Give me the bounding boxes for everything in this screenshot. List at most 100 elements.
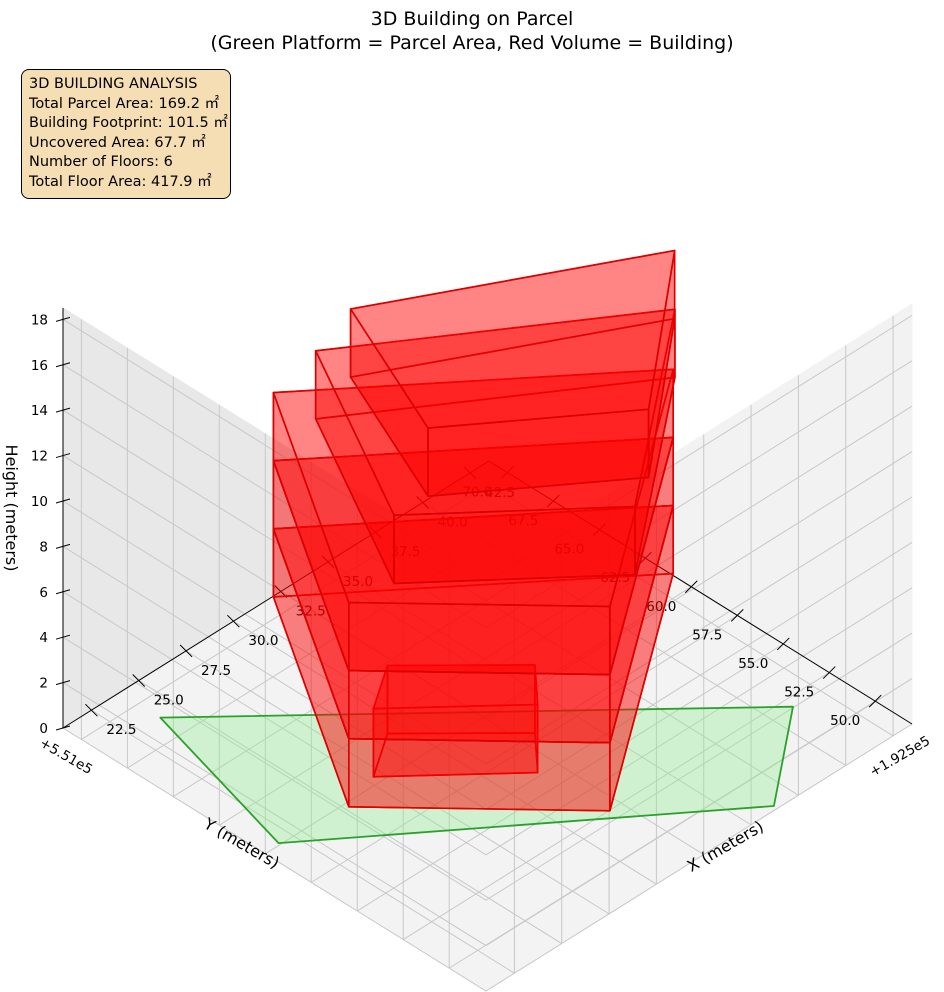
floor-top-face bbox=[272, 368, 675, 608]
x-tick bbox=[132, 674, 146, 687]
y-tick bbox=[638, 551, 652, 565]
floor-1 bbox=[372, 664, 539, 778]
info-line-parcel-area: Total Parcel Area: 169.2 ㎡ bbox=[29, 95, 220, 112]
grid-line-y bbox=[311, 614, 738, 883]
y-tick bbox=[592, 523, 606, 536]
x-axis-line bbox=[62, 460, 490, 729]
floor-6 bbox=[349, 249, 676, 498]
z-tick-label: 14 bbox=[31, 403, 48, 419]
z-tick bbox=[55, 634, 71, 640]
grid-line-z bbox=[62, 314, 913, 583]
z-axis-label: Height (meters) bbox=[2, 445, 21, 572]
grid-line-x bbox=[375, 531, 799, 796]
x-tick bbox=[416, 496, 430, 509]
x-tick bbox=[227, 614, 240, 628]
grid-line-y bbox=[173, 529, 600, 798]
floor-top-face bbox=[314, 308, 676, 517]
y-tick-label: 50.0 bbox=[830, 713, 860, 729]
x-tick bbox=[463, 466, 477, 480]
building-volume bbox=[272, 249, 676, 812]
info-line-footprint: Building Footprint: 101.5 ㎡ bbox=[29, 115, 228, 132]
y-tick bbox=[547, 494, 560, 508]
x-tick-label: 27.5 bbox=[201, 663, 231, 679]
z-tick-label: 4 bbox=[39, 630, 48, 646]
x-tick bbox=[179, 644, 193, 658]
floor-top-face bbox=[372, 664, 539, 710]
y-tick-label: 62.5 bbox=[600, 570, 630, 586]
floor-4 bbox=[272, 368, 675, 676]
grid-line-y bbox=[127, 500, 554, 769]
grid-line-x bbox=[138, 680, 562, 944]
floor-top-face bbox=[349, 249, 676, 429]
y-tick-label: 60.0 bbox=[646, 599, 676, 615]
x-tick-label: 30.0 bbox=[248, 633, 278, 649]
y-tick bbox=[684, 580, 698, 594]
floor-5 bbox=[314, 308, 676, 585]
z-tick-label: 2 bbox=[39, 676, 48, 692]
x-tick-label: 35.0 bbox=[343, 574, 373, 590]
z-tick-label: 12 bbox=[31, 449, 48, 465]
grid-lines bbox=[62, 314, 913, 992]
chart-title-line-2: (Green Platform = Parcel Area, Red Volum… bbox=[210, 32, 734, 54]
grid-line-z bbox=[62, 496, 913, 765]
z-tick-label: 6 bbox=[39, 585, 48, 601]
z-tick-label: 0 bbox=[39, 721, 48, 737]
x-tick-label: 22.5 bbox=[106, 722, 136, 738]
y-tick-label: 52.5 bbox=[784, 685, 814, 701]
info-line-heading: 3D BUILDING ANALYSIS bbox=[29, 76, 198, 92]
z-tick-label: 10 bbox=[31, 494, 48, 510]
z-tick bbox=[55, 498, 71, 504]
grid-line-z bbox=[62, 632, 913, 901]
y-tick-label: 67.5 bbox=[508, 513, 538, 529]
x-tick-label: 37.5 bbox=[390, 544, 420, 560]
z-tick bbox=[55, 362, 71, 368]
grid-line-x bbox=[185, 650, 610, 915]
grid-line-x bbox=[233, 620, 657, 885]
grid-line-z bbox=[62, 723, 913, 992]
grid-line-x bbox=[422, 502, 846, 766]
x-tick bbox=[85, 703, 98, 717]
grid-line-z bbox=[62, 451, 913, 720]
info-line-floors: Number of Floors: 6 bbox=[29, 154, 173, 171]
info-line-uncovered: Uncovered Area: 67.7 ㎡ bbox=[29, 134, 206, 151]
y-tick bbox=[501, 466, 514, 479]
y-tick-label: 65.0 bbox=[554, 542, 584, 558]
z-tick-label: 16 bbox=[31, 358, 48, 374]
floor-3 bbox=[272, 436, 675, 744]
grid-line-z bbox=[62, 360, 913, 629]
floor-side-face bbox=[347, 737, 611, 812]
grid-line-y bbox=[81, 472, 508, 740]
floor-side-face bbox=[393, 505, 636, 585]
grid-line-x bbox=[327, 561, 752, 826]
tick-marks bbox=[55, 308, 913, 731]
z-tick bbox=[55, 725, 71, 731]
analysis-info-box: 3D BUILDING ANALYSIS Total Parcel Area: … bbox=[21, 69, 231, 199]
grid-line-z bbox=[62, 587, 913, 856]
grid-line-z bbox=[62, 678, 913, 947]
chart-title-line-1: 3D Building on Parcel bbox=[370, 8, 574, 30]
y-tick-label: 57.5 bbox=[692, 627, 722, 643]
z-tick-label: 8 bbox=[39, 539, 48, 555]
y-tick bbox=[730, 609, 744, 622]
grid-line-y bbox=[265, 586, 692, 855]
floor-side-face bbox=[347, 601, 611, 676]
tick-labels: 22.525.027.530.032.535.037.540.042.550.0… bbox=[31, 312, 860, 738]
grid-line-y bbox=[402, 672, 830, 940]
y-tick bbox=[868, 694, 882, 708]
x-tick bbox=[321, 555, 335, 569]
z-tick bbox=[55, 407, 71, 413]
y-tick bbox=[822, 666, 836, 679]
z-tick bbox=[55, 453, 71, 459]
z-tick-label: 18 bbox=[31, 312, 48, 328]
grid-line-x bbox=[469, 472, 894, 737]
y-axis-line bbox=[488, 460, 913, 725]
z-tick bbox=[55, 543, 71, 549]
z-tick bbox=[55, 589, 71, 595]
grid-line-y bbox=[219, 557, 646, 826]
z-tick bbox=[55, 680, 71, 686]
x-tick-label: 32.5 bbox=[296, 604, 326, 620]
y-tick-label: 55.0 bbox=[738, 656, 768, 672]
grid-line-y bbox=[356, 643, 784, 912]
y-tick bbox=[776, 637, 790, 651]
